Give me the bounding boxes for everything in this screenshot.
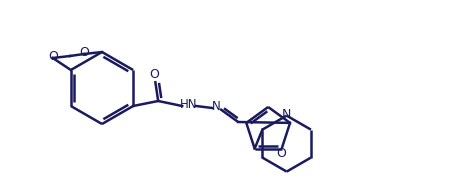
Text: HN: HN	[179, 98, 197, 111]
Text: N: N	[212, 101, 221, 114]
Text: O: O	[79, 46, 89, 59]
Text: O: O	[276, 147, 286, 160]
Text: N: N	[282, 108, 291, 121]
Text: O: O	[149, 67, 159, 80]
Text: O: O	[48, 49, 58, 62]
